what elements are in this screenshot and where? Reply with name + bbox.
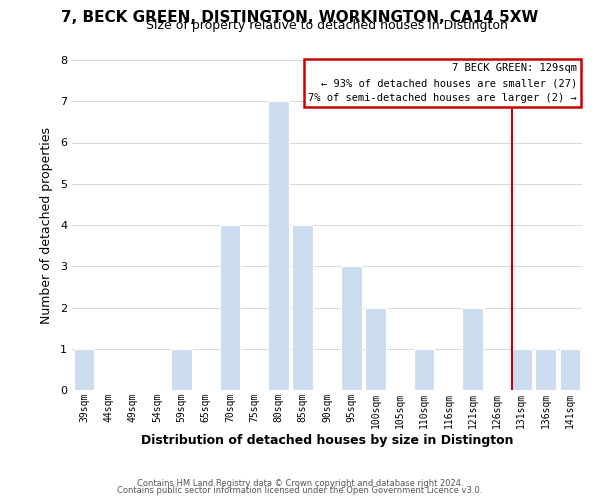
Bar <box>463 308 483 390</box>
Bar <box>341 266 362 390</box>
Bar <box>74 349 94 390</box>
Bar <box>220 225 240 390</box>
Title: Size of property relative to detached houses in Distington: Size of property relative to detached ho… <box>146 20 508 32</box>
Bar <box>560 349 580 390</box>
Bar <box>292 225 313 390</box>
Text: 7 BECK GREEN: 129sqm
← 93% of detached houses are smaller (27)
7% of semi-detach: 7 BECK GREEN: 129sqm ← 93% of detached h… <box>308 64 577 103</box>
Bar <box>511 349 532 390</box>
X-axis label: Distribution of detached houses by size in Distington: Distribution of detached houses by size … <box>141 434 513 446</box>
Bar <box>414 349 434 390</box>
Text: 7, BECK GREEN, DISTINGTON, WORKINGTON, CA14 5XW: 7, BECK GREEN, DISTINGTON, WORKINGTON, C… <box>61 10 539 25</box>
Y-axis label: Number of detached properties: Number of detached properties <box>40 126 53 324</box>
Text: Contains public sector information licensed under the Open Government Licence v3: Contains public sector information licen… <box>118 486 482 495</box>
Bar <box>171 349 191 390</box>
Bar <box>365 308 386 390</box>
Text: Contains HM Land Registry data © Crown copyright and database right 2024.: Contains HM Land Registry data © Crown c… <box>137 478 463 488</box>
Bar <box>268 101 289 390</box>
Bar <box>535 349 556 390</box>
